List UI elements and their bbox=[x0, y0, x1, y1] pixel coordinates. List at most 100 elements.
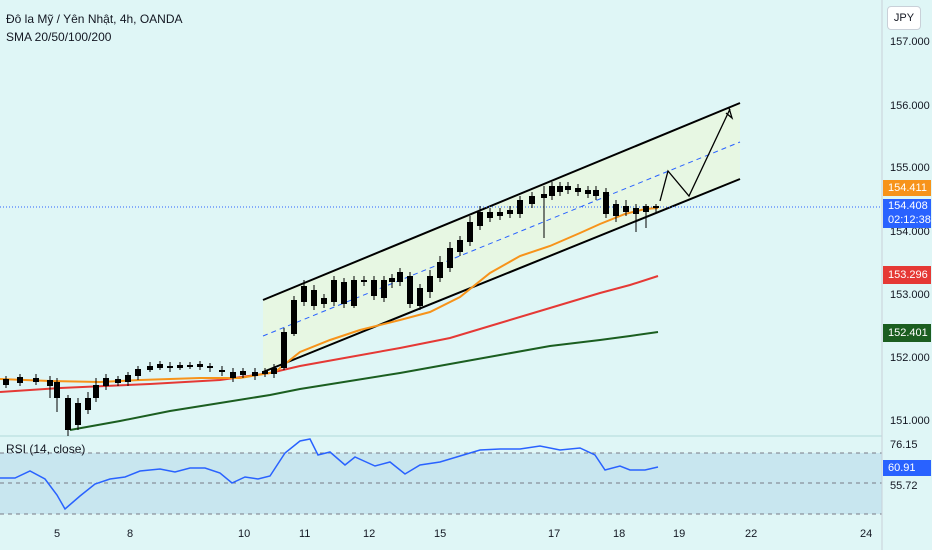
sma200-price-badge: 152.401 bbox=[883, 324, 931, 342]
chart-title: Đô la Mỹ / Yên Nhật, 4h, OANDA bbox=[6, 12, 183, 26]
rsi-value-badge: 60.91 bbox=[883, 460, 931, 476]
price-pane[interactable] bbox=[0, 0, 882, 436]
candle-body[interactable] bbox=[643, 206, 649, 212]
candle-body[interactable] bbox=[593, 190, 599, 196]
candle-body[interactable] bbox=[331, 280, 337, 302]
candle-body[interactable] bbox=[529, 196, 535, 204]
candle-body[interactable] bbox=[85, 398, 91, 410]
candle-body[interactable] bbox=[497, 212, 503, 216]
candle-body[interactable] bbox=[351, 280, 357, 306]
price-tick: 155.000 bbox=[890, 162, 930, 174]
time-tick: 22 bbox=[745, 528, 758, 540]
sma100-price-badge: 153.296 bbox=[883, 266, 931, 284]
rsi-title: RSI (14, close) bbox=[6, 442, 86, 456]
candle-body[interactable] bbox=[517, 200, 523, 214]
rsi-upper-tick: 76.15 bbox=[890, 439, 918, 451]
candle-body[interactable] bbox=[575, 188, 581, 192]
candle-body[interactable] bbox=[361, 280, 367, 282]
candle-body[interactable] bbox=[262, 371, 268, 374]
price-tick: 156.000 bbox=[890, 100, 930, 112]
time-tick: 12 bbox=[363, 528, 376, 540]
candle-body[interactable] bbox=[603, 192, 609, 214]
candle-body[interactable] bbox=[3, 379, 9, 385]
candle-body[interactable] bbox=[103, 378, 109, 386]
channel-upper-line[interactable] bbox=[262, 102, 741, 301]
candle-body[interactable] bbox=[157, 364, 163, 368]
candle-body[interactable] bbox=[115, 379, 121, 383]
projection-path[interactable] bbox=[659, 108, 731, 202]
price-tick: 151.000 bbox=[890, 415, 930, 427]
candle-body[interactable] bbox=[557, 186, 563, 192]
sma20-price-badge: 154.411 bbox=[883, 180, 931, 196]
candle-body[interactable] bbox=[613, 204, 619, 216]
sma200-line[interactable] bbox=[69, 331, 659, 431]
time-tick: 5 bbox=[54, 528, 61, 540]
time-tick: 17 bbox=[548, 528, 561, 540]
candle-body[interactable] bbox=[447, 248, 453, 268]
candle-body[interactable] bbox=[65, 398, 71, 430]
candle-body[interactable] bbox=[177, 365, 183, 368]
candle-body[interactable] bbox=[281, 332, 287, 368]
candle-body[interactable] bbox=[565, 186, 571, 190]
candle-body[interactable] bbox=[389, 278, 395, 282]
candle-body[interactable] bbox=[301, 286, 307, 302]
candle-body[interactable] bbox=[197, 364, 203, 367]
candle-body[interactable] bbox=[381, 280, 387, 298]
price-tick: 152.000 bbox=[890, 352, 930, 364]
candle-body[interactable] bbox=[219, 370, 225, 372]
rsi-lower-tick: 55.72 bbox=[890, 480, 918, 492]
candle-body[interactable] bbox=[167, 366, 173, 368]
candle-body[interactable] bbox=[47, 380, 53, 386]
countdown-badge: 02:12:38 bbox=[883, 213, 931, 228]
candles-group[interactable] bbox=[3, 182, 659, 436]
candle-body[interactable] bbox=[467, 222, 473, 242]
candle-body[interactable] bbox=[271, 368, 277, 374]
candle-body[interactable] bbox=[187, 365, 193, 367]
candle-body[interactable] bbox=[230, 372, 236, 378]
candle-body[interactable] bbox=[240, 371, 246, 375]
time-tick: 10 bbox=[238, 528, 251, 540]
candle-body[interactable] bbox=[341, 282, 347, 304]
price-tick: 154.000 bbox=[890, 226, 930, 238]
candle-body[interactable] bbox=[397, 272, 403, 282]
candle-body[interactable] bbox=[507, 210, 513, 214]
candle-body[interactable] bbox=[549, 186, 555, 196]
channel-lower-line[interactable] bbox=[262, 178, 741, 373]
candle-body[interactable] bbox=[407, 276, 413, 304]
candle-body[interactable] bbox=[125, 375, 131, 382]
price-tick: 157.000 bbox=[890, 36, 930, 48]
candle-body[interactable] bbox=[147, 366, 153, 370]
candle-body[interactable] bbox=[437, 262, 443, 278]
candle-body[interactable] bbox=[33, 378, 39, 382]
candle-body[interactable] bbox=[487, 212, 493, 218]
rsi-line[interactable] bbox=[0, 438, 659, 511]
candle-body[interactable] bbox=[75, 403, 81, 425]
candle-body[interactable] bbox=[653, 206, 659, 208]
candle-body[interactable] bbox=[623, 206, 629, 212]
candle-body[interactable] bbox=[477, 212, 483, 226]
candle-body[interactable] bbox=[371, 280, 377, 296]
last-price-badge: 154.408 bbox=[883, 199, 931, 213]
sma100-line[interactable] bbox=[0, 275, 659, 393]
candle-body[interactable] bbox=[135, 369, 141, 376]
sma20-line[interactable] bbox=[0, 207, 659, 384]
time-tick: 15 bbox=[434, 528, 447, 540]
time-tick: 24 bbox=[860, 528, 873, 540]
candle-body[interactable] bbox=[93, 385, 99, 398]
currency-label[interactable]: JPY bbox=[887, 6, 921, 30]
candle-body[interactable] bbox=[417, 288, 423, 306]
candle-body[interactable] bbox=[54, 382, 60, 398]
candle-body[interactable] bbox=[17, 377, 23, 383]
candle-body[interactable] bbox=[541, 194, 547, 198]
candle-body[interactable] bbox=[311, 290, 317, 306]
candle-body[interactable] bbox=[252, 372, 258, 376]
candle-body[interactable] bbox=[291, 300, 297, 334]
candle-body[interactable] bbox=[633, 208, 639, 214]
candle-body[interactable] bbox=[457, 240, 463, 252]
candle-body[interactable] bbox=[321, 298, 327, 304]
indicator-label: SMA 20/50/100/200 bbox=[6, 30, 112, 44]
candle-body[interactable] bbox=[207, 366, 213, 368]
candle-body[interactable] bbox=[427, 276, 433, 292]
candle-body[interactable] bbox=[585, 190, 591, 194]
